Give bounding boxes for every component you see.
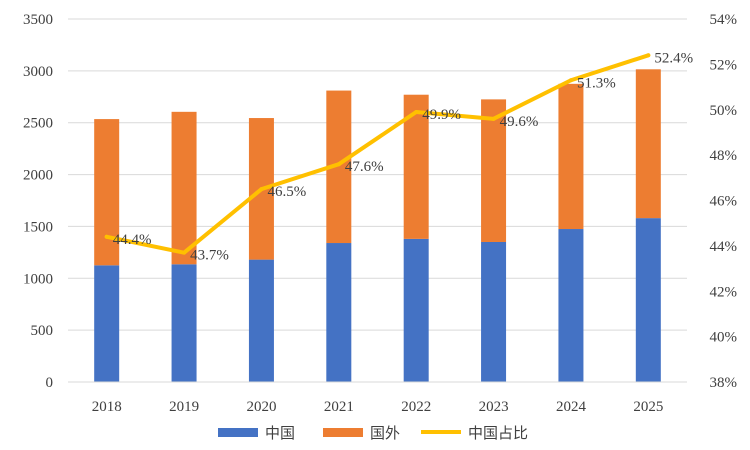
x-tick-label: 2023 (479, 399, 509, 415)
legend-swatch (218, 428, 258, 437)
share-data-label: 52.4% (654, 50, 693, 66)
bar-china (403, 238, 429, 382)
x-tick-label: 2021 (324, 399, 354, 415)
legend: 中国 国外 中国占比 (218, 424, 528, 442)
legend-item-overseas: 国外 (323, 424, 400, 442)
x-tick-label: 2025 (633, 399, 663, 415)
left-tick-label: 1500 (23, 219, 53, 235)
bar-china (326, 243, 352, 382)
left-tick-label: 0 (46, 375, 54, 391)
data-labels: 44.4% 43.7% 46.5% 47.6% 49.9% 49.6% 51.3% 52.4% (113, 50, 693, 263)
share-data-label: 46.5% (267, 184, 306, 200)
left-tick-label: 3000 (23, 64, 53, 80)
bar-series (94, 69, 661, 382)
share-point (646, 53, 651, 58)
right-tick-label: 44% (710, 239, 738, 255)
gridlines (68, 18, 687, 331)
share-point (336, 162, 341, 167)
x-tick-label: 2018 (92, 399, 122, 415)
bar-overseas (171, 111, 197, 265)
line-series (104, 53, 651, 255)
legend-swatch (323, 428, 363, 437)
left-tick-label: 2000 (23, 168, 53, 184)
share-point (182, 250, 187, 255)
legend-item-china: 中国 (218, 424, 295, 442)
right-tick-label: 52% (710, 57, 738, 73)
right-tick-label: 50% (710, 103, 738, 119)
legend-item-china-share: 中国占比 (421, 424, 528, 442)
share-line (104, 53, 651, 255)
left-tick-label: 2500 (23, 116, 53, 132)
bar-overseas (558, 83, 584, 230)
bar-overseas (635, 69, 661, 219)
bar-china (171, 264, 197, 382)
legend-label: 国外 (370, 424, 400, 442)
right-axis: 38% 40% 42% 44% 46% 48% 50% 52% 54% (710, 12, 738, 391)
legend-label: 中国 (265, 424, 295, 442)
bar-china (558, 229, 584, 382)
share-point (568, 78, 573, 83)
left-tick-label: 3500 (23, 12, 53, 28)
share-point (414, 110, 419, 115)
bar-china (94, 265, 120, 382)
right-tick-label: 38% (710, 375, 738, 391)
legend-label: 中国占比 (468, 424, 528, 442)
share-data-label: 49.9% (422, 107, 461, 123)
share-data-label: 47.6% (345, 159, 384, 175)
share-point (104, 234, 109, 239)
left-axis: 0 500 1000 1500 2000 2500 3000 3500 (23, 12, 53, 391)
share-data-label: 44.4% (113, 232, 152, 248)
bar-overseas (481, 99, 507, 242)
share-data-label: 51.3% (577, 75, 616, 91)
x-tick-label: 2022 (401, 399, 431, 415)
right-tick-label: 40% (710, 330, 738, 346)
right-tick-label: 54% (710, 12, 738, 28)
bar-china (635, 218, 661, 382)
x-tick-label: 2024 (556, 399, 587, 415)
share-point (491, 116, 496, 121)
right-tick-label: 42% (710, 284, 738, 300)
bar-china (481, 241, 507, 382)
x-axis: 2018 2019 2020 2021 2022 2023 2024 2025 (68, 381, 687, 415)
right-tick-label: 46% (710, 194, 738, 210)
share-point (259, 187, 264, 192)
bar-china (248, 259, 274, 382)
bar-overseas (94, 119, 120, 266)
left-tick-label: 500 (31, 323, 54, 339)
right-tick-label: 48% (710, 148, 738, 164)
x-tick-label: 2019 (169, 399, 199, 415)
left-tick-label: 1000 (23, 271, 53, 287)
share-data-label: 49.6% (500, 114, 539, 130)
share-data-label: 43.7% (190, 248, 229, 264)
x-tick-label: 2020 (246, 399, 276, 415)
